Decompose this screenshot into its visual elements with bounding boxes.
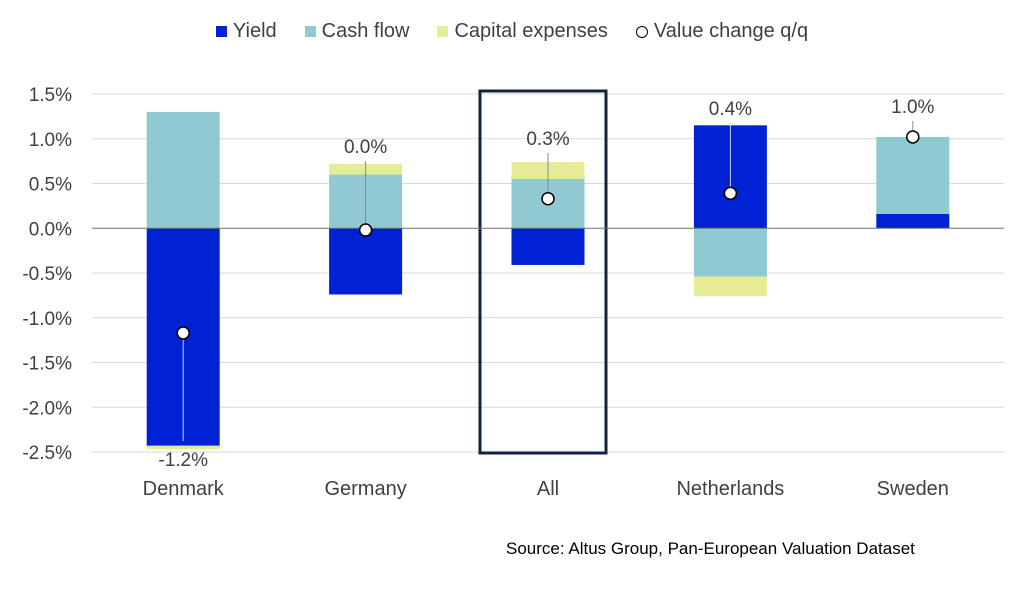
y-tick-label: 1.0% [29, 130, 72, 151]
bar-cash-flow [876, 136, 950, 214]
data-label: 0.3% [526, 129, 569, 150]
y-tick-label: -0.5% [22, 264, 72, 285]
value-change-marker [906, 130, 920, 144]
legend-item-cash-flow: Cash flow [304, 20, 410, 43]
source-note: Source: Altus Group, Pan-European Valuat… [506, 539, 915, 558]
legend-item-capital-expenses: Capital expenses [437, 20, 608, 43]
y-tick-label: 0.0% [29, 219, 72, 240]
x-tick-label: All [537, 478, 559, 500]
legend-swatch-yield [215, 26, 227, 37]
legend-swatch-cash-flow [304, 26, 316, 37]
legend-item-value-change: Value change q/q [635, 20, 809, 43]
y-tick-label: -1.0% [22, 309, 72, 330]
y-tick-label: 0.5% [29, 175, 72, 196]
y-tick-label: -2.0% [22, 398, 72, 419]
legend-label: Yield [232, 20, 277, 42]
chart-legend: Yield Cash flow Capital expenses Value c… [0, 20, 1024, 43]
bar-yield [876, 213, 950, 229]
bar-capital-expenses [693, 276, 767, 297]
legend-marker-value-change [635, 25, 648, 38]
y-tick-label: 1.5% [29, 85, 72, 106]
highlight-box [478, 89, 608, 455]
value-change-marker [723, 186, 738, 201]
legend-label: Capital expenses [454, 20, 608, 42]
data-label: 0.0% [344, 137, 387, 158]
legend-item-yield: Yield [215, 20, 277, 43]
bar-cash-flow [693, 228, 767, 277]
y-tick-label: -2.5% [22, 443, 72, 464]
value-change-marker [358, 223, 373, 237]
x-tick-label: Sweden [877, 478, 949, 500]
bar-yield [329, 228, 403, 295]
x-tick-label: Netherlands [676, 478, 784, 500]
x-tick-label: Denmark [143, 478, 225, 500]
legend-label: Cash flow [321, 20, 410, 42]
bar-yield [511, 228, 585, 265]
bar-cash-flow [146, 111, 220, 229]
data-label: -1.2% [158, 450, 208, 471]
legend-swatch-capital-expenses [437, 26, 449, 37]
data-label: 0.4% [709, 99, 752, 120]
value-change-marker [541, 191, 555, 206]
y-tick-label: -1.5% [22, 354, 72, 375]
x-tick-label: Germany [324, 478, 406, 500]
bar-capital-expenses [146, 445, 220, 450]
data-label: 1.0% [891, 97, 934, 118]
legend-label: Value change q/q [653, 20, 809, 42]
value-change-marker [176, 326, 190, 340]
